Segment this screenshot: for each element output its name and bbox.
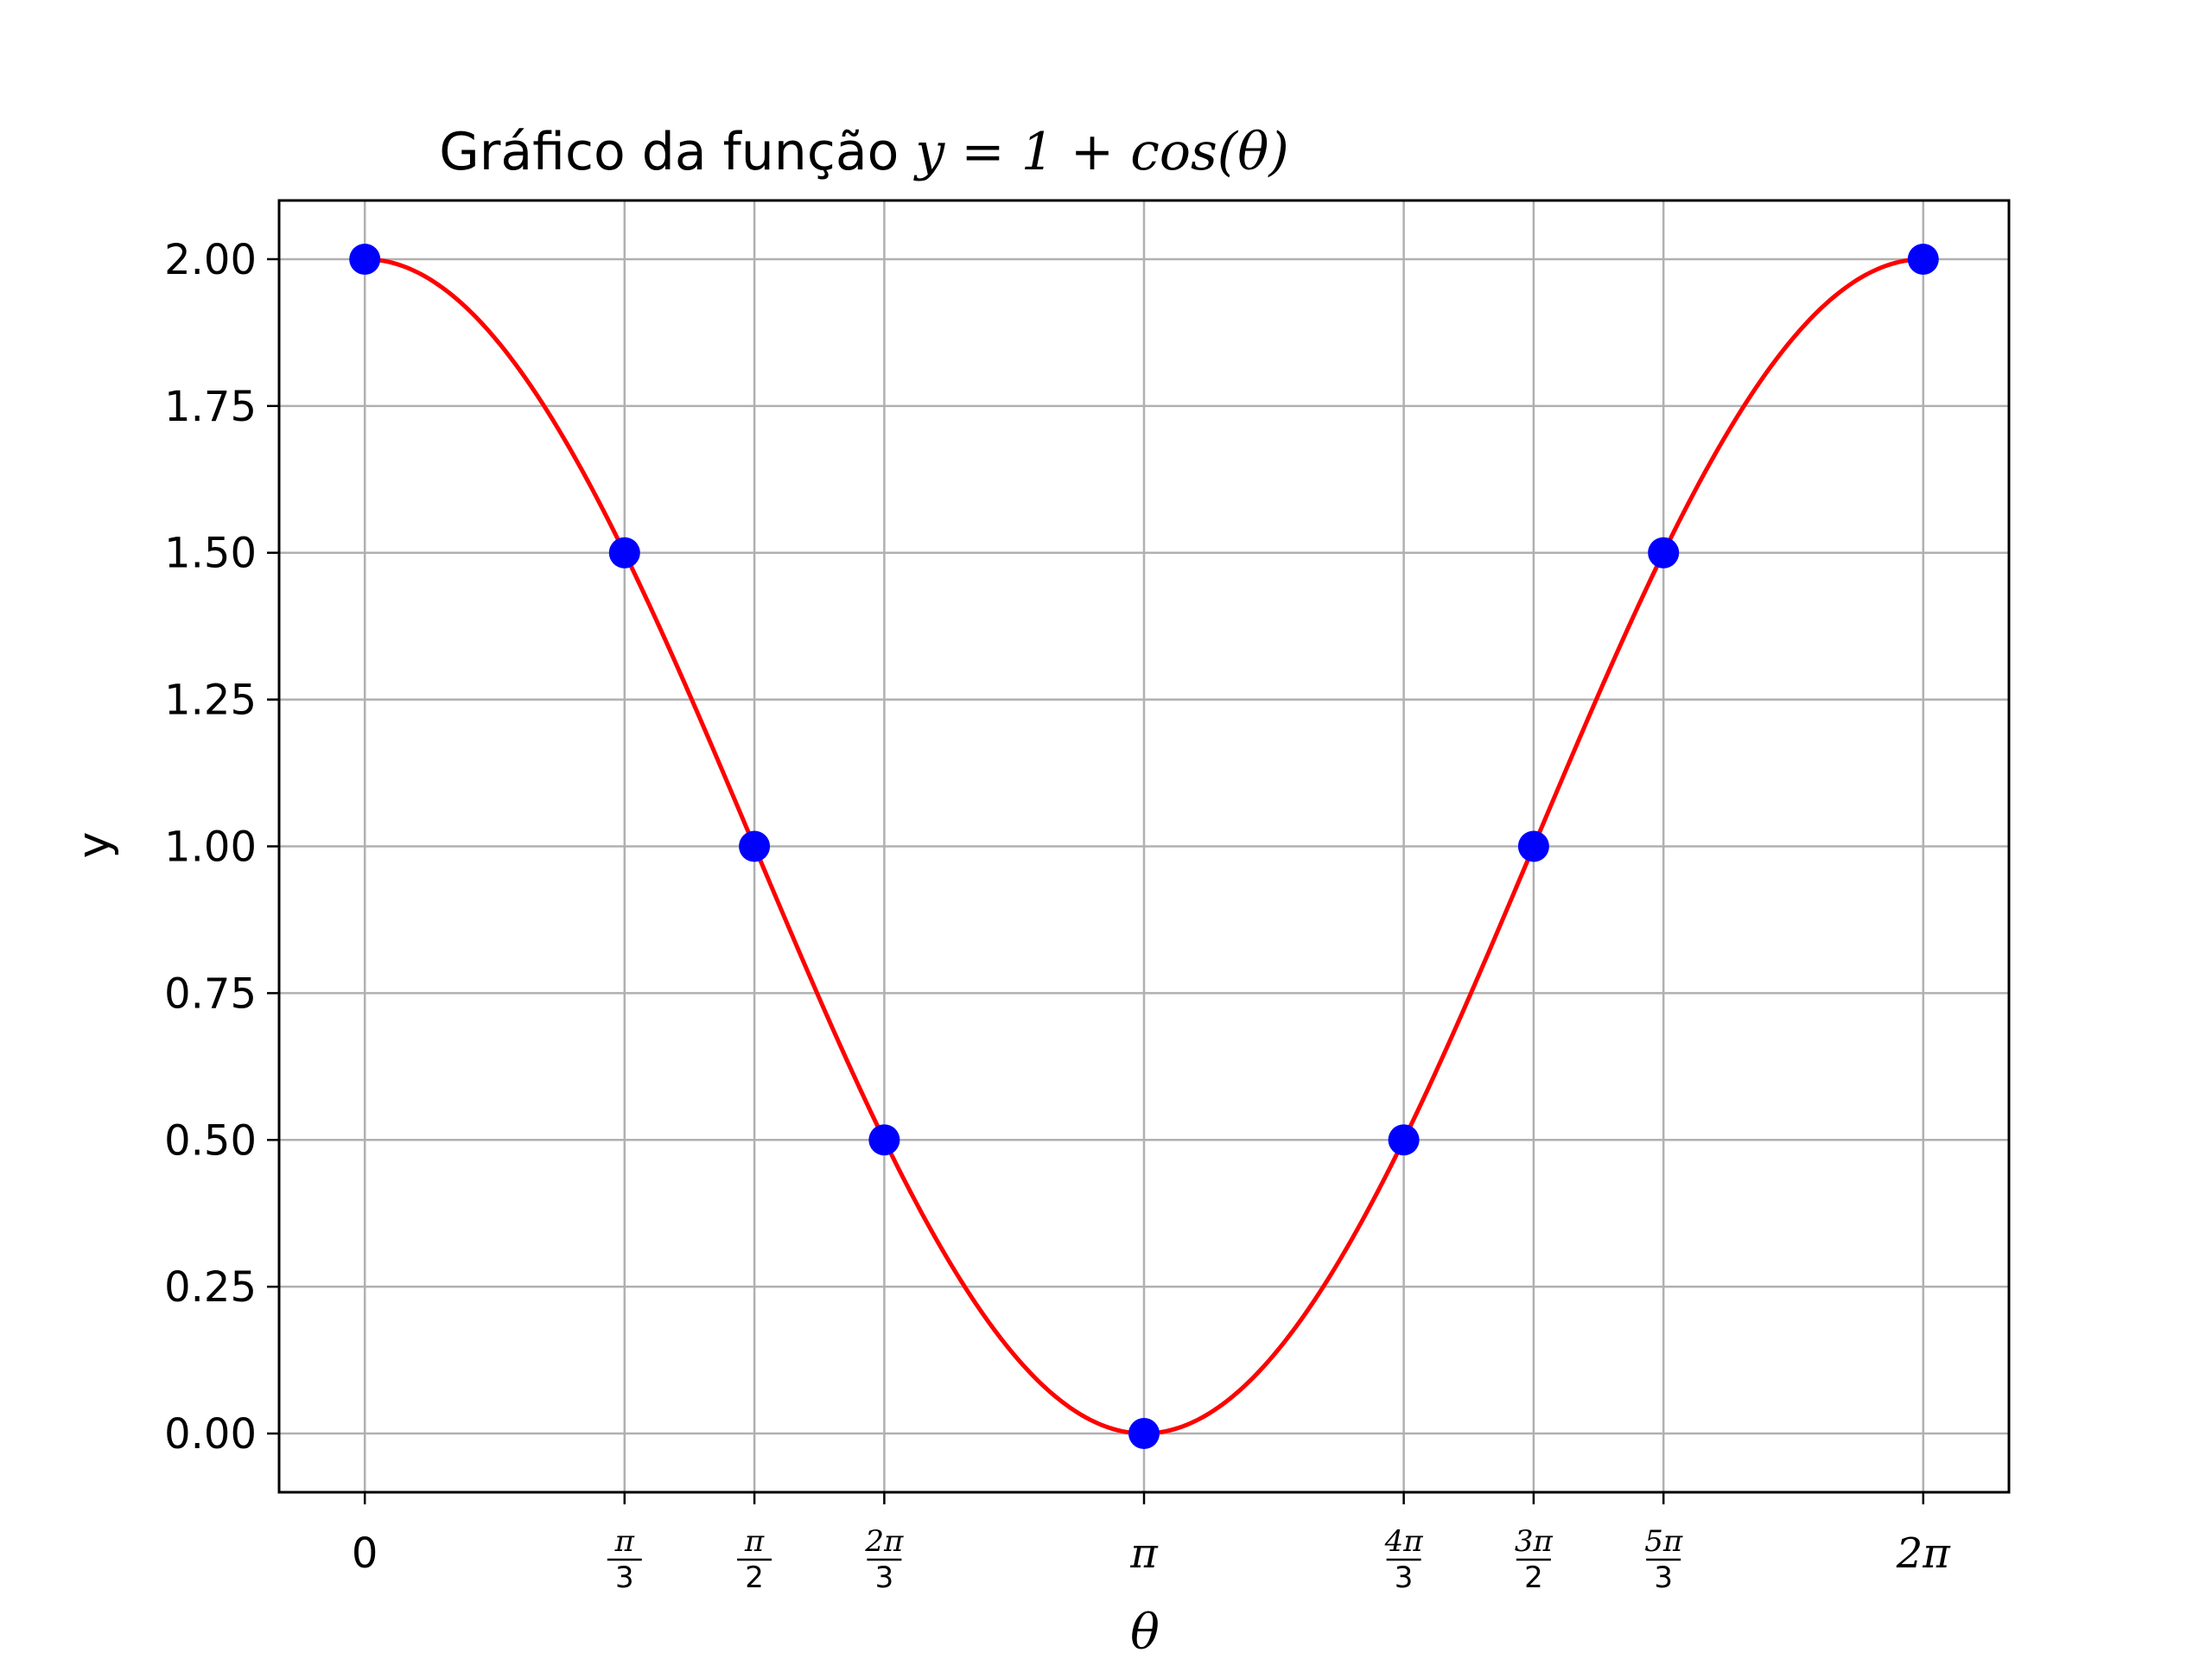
x-tick-denominator: 2 — [1524, 1560, 1543, 1595]
y-tick-label: 1.75 — [164, 383, 257, 431]
x-tick-label: 4π3 — [1384, 1524, 1424, 1595]
x-tick-label: 3π2 — [1515, 1524, 1554, 1595]
y-tick-label: 2.00 — [164, 236, 257, 284]
chart-title: Gráfico da função y = 1 + cos(θ) — [439, 122, 1289, 182]
data-point — [608, 537, 640, 569]
y-tick-label: 0.00 — [164, 1410, 257, 1459]
x-tick-numerator: 5π — [1644, 1524, 1683, 1559]
data-point — [1517, 830, 1549, 862]
grid — [279, 200, 2009, 1492]
x-axis-label: θ — [1130, 1605, 1160, 1659]
data-point — [1128, 1418, 1160, 1450]
chart-title-math: y = 1 + cos(θ) — [912, 122, 1288, 182]
x-tick-label: π — [1129, 1529, 1159, 1578]
chart-title-text: Gráfico da função — [439, 122, 915, 182]
y-tick-label: 0.25 — [164, 1263, 257, 1312]
y-tick-label: 1.00 — [164, 823, 257, 872]
y-axis-ticks: 0.00 0.25 0.50 0.75 1.00 1.25 1.50 1.75 2.00 — [164, 236, 279, 1459]
y-axis-label: y — [68, 832, 120, 859]
data-point — [1648, 537, 1680, 569]
x-tick-label: 0 — [352, 1529, 378, 1578]
data-point — [868, 1124, 900, 1156]
x-tick-label: π3 — [607, 1524, 642, 1595]
data-point — [1907, 243, 1939, 275]
x-tick-numerator: 3π — [1515, 1524, 1554, 1559]
x-tick-label: 2π3 — [864, 1524, 904, 1595]
x-tick-numerator: 2π — [864, 1524, 904, 1559]
x-tick-denominator: 3 — [875, 1560, 894, 1595]
x-tick-denominator: 3 — [1395, 1560, 1414, 1595]
x-tick-denominator: 3 — [615, 1560, 634, 1595]
x-tick-numerator: π — [614, 1524, 635, 1559]
y-tick-label: 0.75 — [164, 969, 257, 1018]
data-point — [1388, 1124, 1420, 1156]
y-tick-label: 1.25 — [164, 677, 257, 725]
x-tick-label: 5π3 — [1644, 1524, 1683, 1595]
x-tick-numerator: 4π — [1384, 1524, 1424, 1559]
data-point — [739, 830, 771, 862]
x-tick-numerator: π — [744, 1524, 765, 1559]
x-tick-label: 2π — [1896, 1529, 1952, 1578]
y-tick-label: 1.50 — [164, 530, 257, 578]
x-tick-label: π2 — [737, 1524, 772, 1595]
data-point — [349, 243, 381, 275]
x-tick-denominator: 2 — [745, 1560, 764, 1595]
x-tick-denominator: 3 — [1654, 1560, 1673, 1595]
y-tick-label: 0.50 — [164, 1116, 257, 1165]
points-layer — [349, 243, 1939, 1450]
